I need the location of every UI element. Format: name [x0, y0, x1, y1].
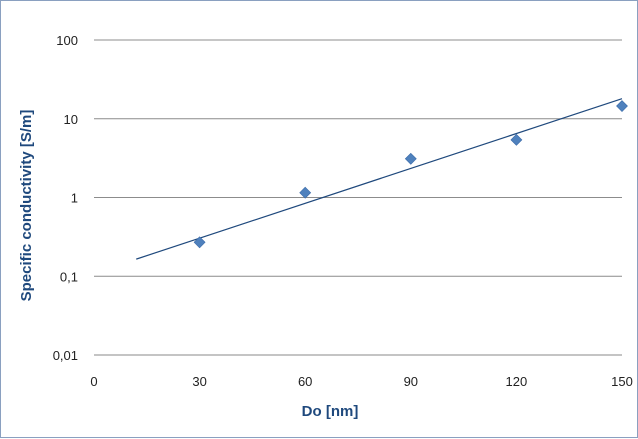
trendline	[136, 98, 623, 260]
y-tick-label: 10	[64, 112, 78, 127]
y-tick-labels: 0,01 0,1 1 10 100	[53, 33, 78, 363]
data-point	[404, 152, 417, 165]
x-tick-label: 150	[611, 374, 633, 389]
x-tick-label: 60	[298, 374, 312, 389]
data-point	[616, 100, 628, 112]
x-tick-label: 0	[90, 374, 97, 389]
grid-lines	[94, 39, 622, 277]
x-tick-labels: 0 30 60 90 120 150	[90, 374, 632, 389]
data-point	[193, 236, 206, 249]
data-points	[193, 100, 628, 249]
data-point	[299, 186, 312, 199]
y-axis-title: Specific conductivity [S/m]	[18, 110, 35, 302]
y-tick-label: 100	[56, 33, 78, 48]
x-tick-label: 120	[506, 374, 528, 389]
y-tick-label: 0,01	[53, 348, 78, 363]
y-tick-label: 0,1	[60, 269, 78, 284]
data-point	[510, 133, 523, 146]
x-tick-label: 90	[404, 374, 418, 389]
y-tick-label: 1	[71, 191, 78, 206]
x-axis-title: Do [nm]	[302, 403, 359, 420]
x-tick-label: 30	[192, 374, 206, 389]
